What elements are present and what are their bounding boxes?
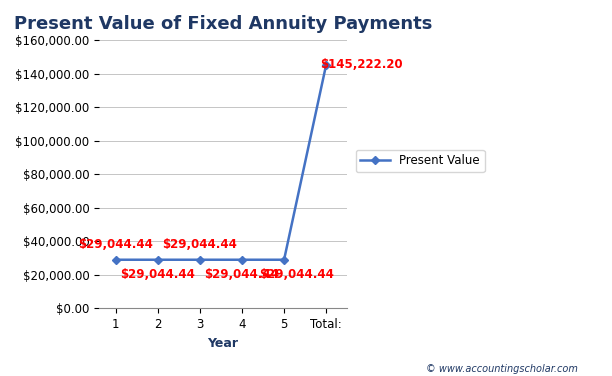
Text: $29,044.44: $29,044.44 xyxy=(121,268,195,281)
X-axis label: Year: Year xyxy=(207,337,239,350)
Text: $29,044.44: $29,044.44 xyxy=(78,238,153,251)
Title: Present Value of Fixed Annuity Payments: Present Value of Fixed Annuity Payments xyxy=(14,15,432,33)
Text: $29,044.44: $29,044.44 xyxy=(204,268,280,281)
Text: © www.accountingscholar.com: © www.accountingscholar.com xyxy=(426,364,578,374)
Legend: Present Value: Present Value xyxy=(356,150,485,172)
Present Value xyxy=(280,258,288,262)
Present Value xyxy=(238,258,245,262)
Present Value xyxy=(112,258,119,262)
Present Value xyxy=(196,258,204,262)
Text: $29,044.44: $29,044.44 xyxy=(259,268,334,281)
Present Value xyxy=(154,258,162,262)
Text: $29,044.44: $29,044.44 xyxy=(163,238,237,251)
Present Value xyxy=(323,63,330,67)
Text: $145,222.20: $145,222.20 xyxy=(321,58,403,71)
Line: Present Value: Present Value xyxy=(113,62,329,263)
